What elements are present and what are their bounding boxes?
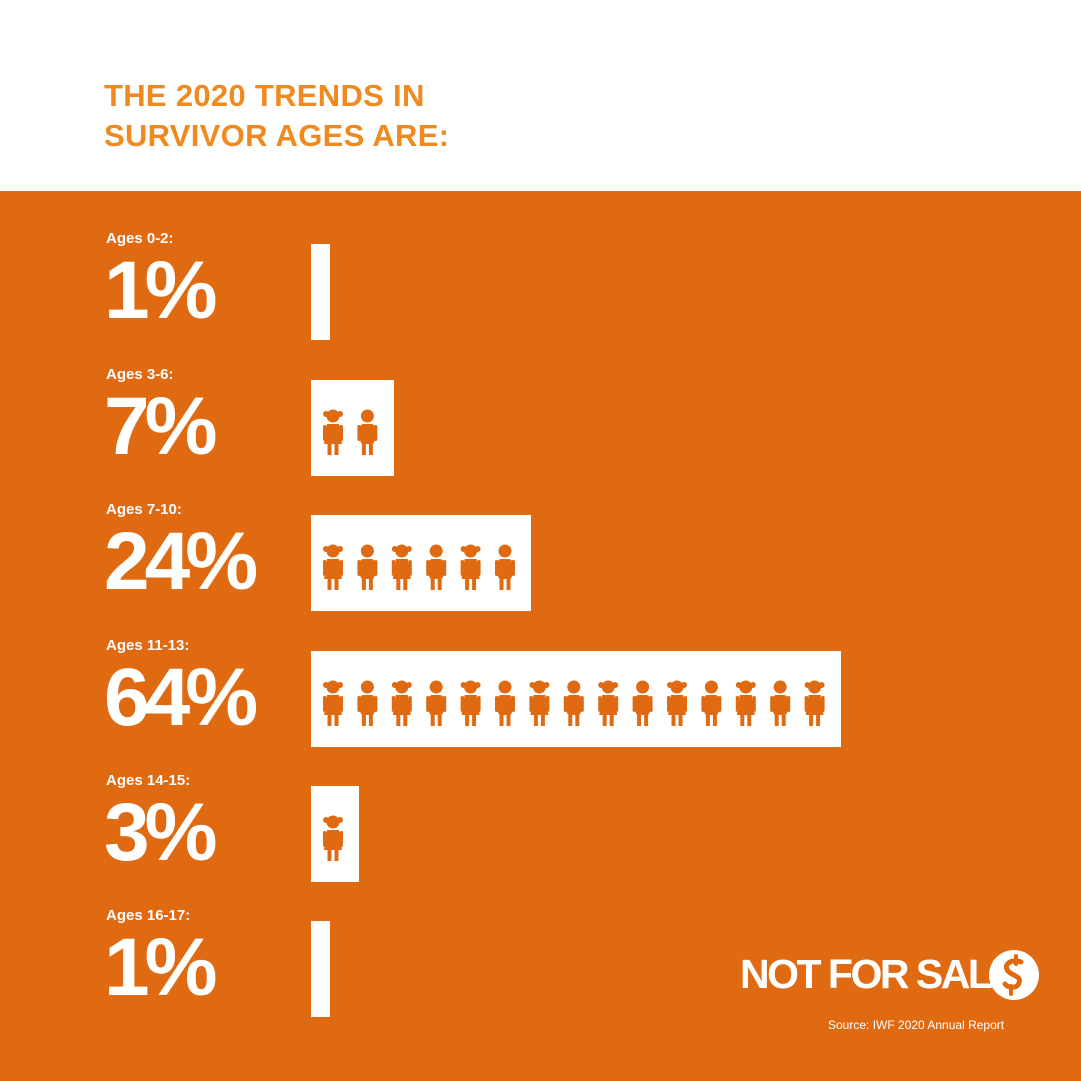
tick-label: Ages 3-6: — [106, 366, 174, 383]
tick-label: Ages 7-10: — [106, 501, 182, 518]
source-note: Source: IWF 2020 Annual Report — [828, 1018, 1005, 1032]
boy-icon — [426, 680, 447, 726]
girl-icon — [667, 680, 687, 726]
data-label: 64% — [104, 652, 258, 743]
chart-title: THE 2020 TRENDS IN SURVIVOR AGES ARE: — [104, 78, 450, 153]
bar — [311, 515, 531, 611]
girl-icon — [323, 409, 343, 455]
girl-icon — [391, 680, 412, 726]
bar-icons — [323, 680, 825, 726]
bar-icons — [323, 409, 378, 455]
chart-row: Ages 11-13: 64% — [0, 637, 1081, 747]
girl-icon — [323, 680, 343, 726]
boy-icon — [563, 680, 584, 726]
girl-icon — [391, 544, 412, 590]
bar-icons — [323, 544, 515, 590]
girl-icon — [323, 544, 343, 590]
bar — [311, 244, 330, 340]
boy-icon — [770, 680, 791, 726]
boy-icon — [357, 544, 378, 590]
data-label: 1% — [104, 245, 217, 336]
boy-icon — [701, 680, 722, 726]
tick-label: Ages 11-13: — [106, 637, 190, 654]
chart-row: Ages 14-15: 3% — [0, 772, 1081, 882]
boy-icon — [357, 409, 378, 455]
bar-icons — [323, 815, 343, 861]
chart-row: Ages 16-17: 1% — [0, 907, 1081, 1017]
bar — [311, 921, 330, 1017]
data-label: 3% — [104, 787, 217, 878]
chart-row: Ages 0-2: 1% — [0, 230, 1081, 340]
chart-row: Ages 3-6: 7% — [0, 366, 1081, 476]
chart-row: Ages 7-10: 24% — [0, 501, 1081, 611]
girl-icon — [804, 680, 825, 726]
boy-icon — [495, 544, 515, 590]
chart-panel — [0, 191, 1081, 1081]
tick-label: Ages 0-2: — [106, 230, 174, 247]
boy-icon — [426, 544, 447, 590]
bar — [311, 651, 841, 747]
tick-label: Ages 14-15: — [106, 772, 191, 789]
girl-icon — [460, 680, 481, 726]
tick-label: Ages 16-17: — [106, 907, 191, 924]
dollar-swirl-icon — [989, 950, 1039, 1000]
brand-logo-text: NOT FOR SALE — [740, 951, 1018, 997]
boy-icon — [632, 680, 653, 726]
girl-icon — [460, 544, 481, 590]
girl-icon — [598, 680, 619, 726]
boy-icon — [357, 680, 378, 726]
girl-icon — [735, 680, 756, 726]
girl-icon — [529, 680, 550, 726]
bar — [311, 380, 394, 476]
data-label: 24% — [104, 516, 258, 607]
bar — [311, 786, 359, 882]
data-label: 7% — [104, 381, 217, 472]
boy-icon — [495, 680, 515, 726]
data-label: 1% — [104, 922, 217, 1013]
girl-icon — [323, 815, 343, 861]
